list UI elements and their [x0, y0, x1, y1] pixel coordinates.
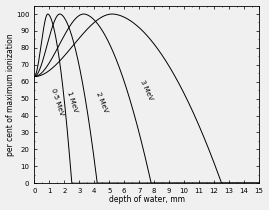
- Text: 1 MeV: 1 MeV: [66, 91, 79, 113]
- Y-axis label: per cent of maximum ionization: per cent of maximum ionization: [6, 33, 15, 156]
- Text: 3 MeV: 3 MeV: [139, 79, 154, 101]
- Text: 0·5 MeV: 0·5 MeV: [50, 88, 65, 116]
- X-axis label: depth of water, mm: depth of water, mm: [109, 196, 185, 205]
- Text: 2 MeV: 2 MeV: [95, 91, 109, 113]
